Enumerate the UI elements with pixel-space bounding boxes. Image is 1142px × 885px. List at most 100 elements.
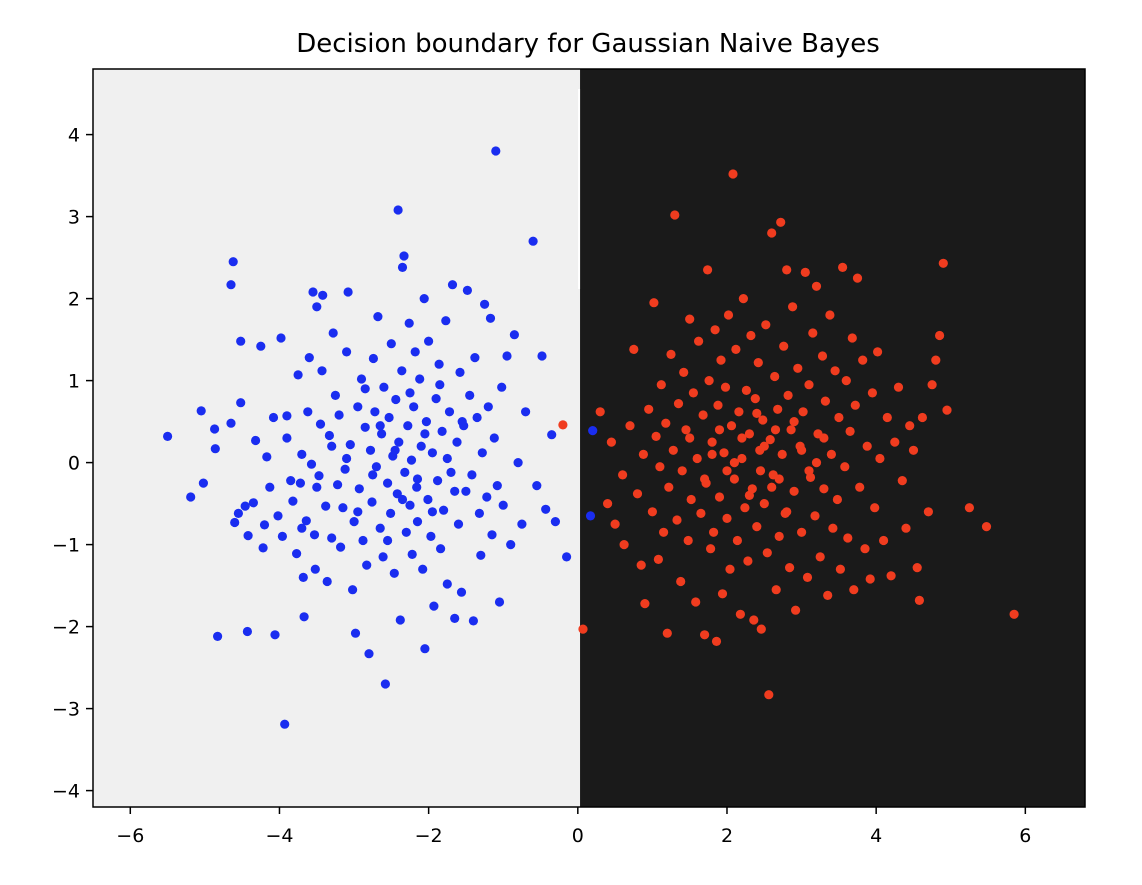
series-0-point [334,410,344,420]
series-0-point [397,494,408,505]
series-0-point [342,347,352,357]
series-1-point [845,426,855,436]
series-0-point [423,494,433,505]
series-0-point [280,719,290,729]
series-1-point [893,382,904,392]
series-0-point [370,407,380,417]
series-1-point [798,407,808,417]
series-0-point [196,406,206,416]
series-0-point [338,503,348,513]
x-tick-label: 6 [1019,825,1031,847]
series-1-point [694,336,704,346]
series-1-point [811,458,822,468]
series-0-point [258,543,268,553]
series-1-point [815,552,825,562]
series-0-point [427,507,437,517]
series-1-point [661,418,671,428]
series-1-point [716,355,726,365]
y-tick-label: 3 [68,207,80,229]
series-0-point [412,474,423,484]
series-0-point [236,398,246,408]
series-0-point [198,478,208,488]
series-0-point [455,367,465,377]
series-0-point [407,549,417,560]
series-0-point [340,464,350,474]
series-1-point [981,522,992,532]
series-0-point [350,628,361,638]
series-1-point [666,349,676,359]
series-1-point [912,563,922,573]
series-0-point [353,402,363,412]
series-1-point [686,494,696,505]
series-0-point [299,612,309,622]
series-0-point [210,424,220,434]
series-0-point [303,407,313,417]
series-1-point [619,540,629,550]
series-0-point [489,433,499,443]
series-0-point [373,312,383,322]
series-0-point [333,480,343,490]
series-0-point [502,351,512,361]
series-0-point [397,262,408,272]
series-1-point [782,507,792,517]
series-1-point [725,564,735,574]
data-points [163,146,1019,729]
series-0-point [461,486,471,496]
series-1-point [828,523,838,533]
series-0-point [265,482,275,492]
series-0-point [318,290,328,300]
series-1-point [606,437,617,447]
x-tick-label: 2 [721,825,733,847]
series-0-point [400,467,410,477]
series-1-point [734,407,744,417]
series-0-point [240,501,250,511]
series-1-point [771,585,781,595]
series-0-point [418,564,428,574]
series-1-point [897,476,907,486]
series-0-point [230,517,240,528]
x-tick-label: −6 [116,825,144,847]
series-0-point [405,500,415,510]
series-0-point [383,535,393,546]
series-1-point [707,449,717,459]
series-1-point [942,405,952,415]
series-1-point [917,412,928,423]
series-0-point [327,441,337,451]
series-0-point [315,419,326,429]
series-0-point [386,339,396,349]
series-1-point [756,624,766,634]
series-0-point [480,299,490,309]
series-1-point [841,376,851,386]
series-0-point [304,353,314,363]
series-1-point [867,388,878,398]
series-1-point [610,519,620,529]
series-0-point [375,523,385,533]
series-1-point [703,265,713,275]
series-0-point [420,644,430,654]
series-1-point [779,341,789,351]
series-1-point [785,563,795,573]
series-1-point [711,636,722,647]
series-1-point [691,597,701,607]
series-0-point [442,453,452,464]
series-1-point [797,445,807,455]
series-1-point [710,325,720,335]
series-0-point [268,412,279,423]
series-1-point [723,310,734,320]
series-1-point [722,513,732,524]
series-0-point [498,500,508,510]
series-1-point [774,474,784,484]
decision-regions [93,69,1085,807]
chart-title: Decision boundary for Gaussian Naive Bay… [296,29,880,59]
series-0-point [485,313,496,323]
series-1-point [720,382,731,392]
series-1-point [767,482,777,492]
series-0-point [186,492,196,502]
series-0-point [309,530,320,540]
axes: −6 −4 −2 0 2 4 6 −4 −3 −2 −1 0 1 2 3 4 [52,68,1086,847]
series-0-point [431,394,441,404]
series-1-point [709,527,719,537]
series-1-point [765,435,775,445]
series-1-point [656,380,666,390]
series-1-point [558,420,568,430]
